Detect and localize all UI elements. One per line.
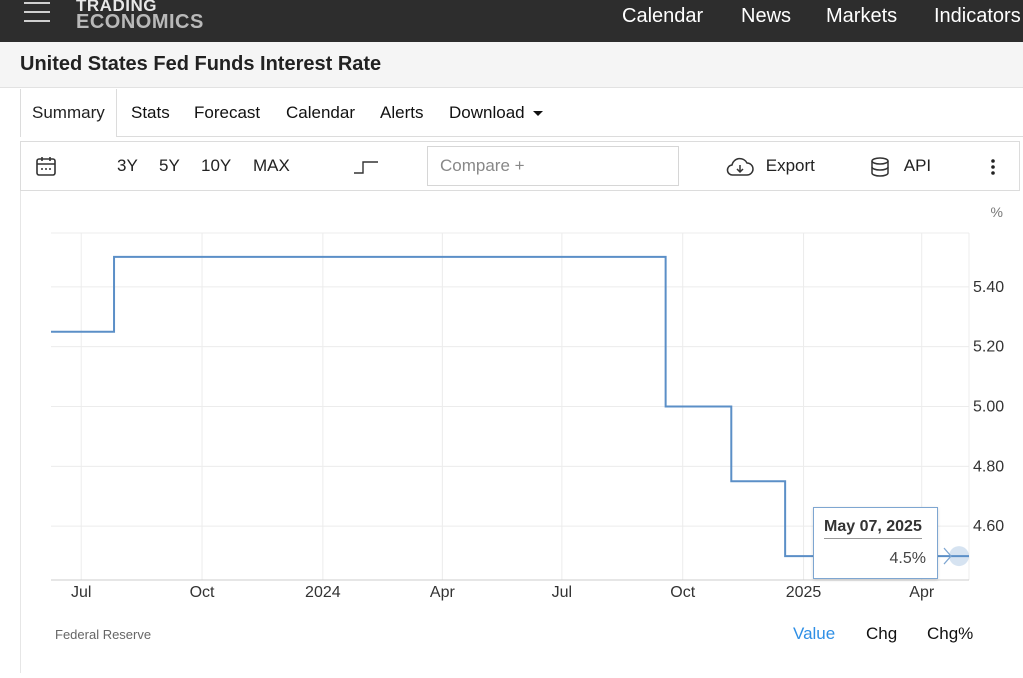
chart-toolbar: 3Y 5Y 10Y MAX Export API — [20, 141, 1020, 191]
y-tick-label: 5.40 — [973, 279, 1004, 296]
x-tick-label: 2025 — [786, 584, 822, 601]
tab-summary[interactable]: Summary — [20, 89, 117, 137]
grid — [51, 232, 970, 580]
tab-calendar[interactable]: Calendar — [286, 103, 355, 122]
nav-indicators[interactable]: Indicators — [934, 5, 1021, 27]
series-line — [51, 255, 969, 558]
calendar-icon[interactable] — [35, 155, 57, 177]
y-tick-label: 4.80 — [973, 458, 1004, 475]
y-tick-label: 4.60 — [973, 518, 1004, 535]
series — [51, 255, 969, 567]
cloud-download-icon — [726, 157, 754, 176]
mode-chg-pct[interactable]: Chg% — [927, 624, 974, 643]
more-vertical-icon[interactable] — [989, 156, 997, 178]
step-line-icon[interactable] — [353, 156, 379, 176]
x-tick-label: Apr — [909, 584, 935, 601]
line-chart[interactable]: % 4.60 4.80 5.00 5.20 5.40 Jul Oct 2024 Apr Jul O… — [21, 191, 1023, 673]
logo-line-1: TRADING — [76, 0, 157, 15]
export-label: Export — [765, 156, 815, 175]
x-tick-label: Oct — [190, 584, 215, 601]
tab-alerts[interactable]: Alerts — [380, 103, 424, 122]
logo-line-2: ECONOMICS — [76, 11, 204, 33]
logo[interactable]: TRADING ECONOMICS — [76, 0, 204, 33]
database-icon — [871, 156, 889, 177]
menu-icon[interactable] — [24, 2, 50, 26]
x-tick-label: Jul — [71, 584, 91, 601]
export-button[interactable]: Export — [725, 142, 815, 190]
y-axis: 4.60 4.80 5.00 5.20 5.40 — [973, 279, 1004, 535]
mode-chg[interactable]: Chg — [866, 624, 898, 643]
tooltip-pointer — [943, 547, 952, 565]
range-3y[interactable]: 3Y — [117, 156, 138, 175]
top-nav: TRADING ECONOMICS Calendar News Markets … — [0, 0, 1023, 42]
caret-down-icon — [532, 111, 543, 117]
chart-tooltip: May 07, 2025 4.5% — [813, 507, 938, 579]
tab-download-label: Download — [449, 103, 525, 122]
tooltip-date: May 07, 2025 — [824, 518, 922, 539]
source-label: Federal Reserve — [55, 627, 152, 642]
compare-input[interactable] — [427, 146, 679, 186]
tooltip-value: 4.5% — [889, 550, 926, 567]
x-tick-label: Oct — [670, 584, 695, 601]
tab-forecast[interactable]: Forecast — [194, 103, 261, 122]
x-tick-label: Jul — [552, 584, 572, 601]
x-axis: Jul Oct 2024 Apr Jul Oct 2025 Apr — [51, 579, 969, 601]
x-tick-label: Apr — [430, 584, 456, 601]
range-max[interactable]: MAX — [253, 156, 290, 175]
api-button[interactable]: API — [869, 142, 931, 190]
api-label: API — [903, 156, 932, 175]
tab-stats[interactable]: Stats — [131, 103, 170, 122]
nav-markets[interactable]: Markets — [826, 5, 898, 27]
y-tick-label: 5.00 — [973, 399, 1004, 416]
title-band: United States Fed Funds Interest Rate — [0, 42, 1023, 88]
page-title: United States Fed Funds Interest Rate — [20, 53, 382, 75]
nav-calendar[interactable]: Calendar — [622, 5, 704, 27]
hover-marker — [949, 546, 969, 567]
chart-area: % 4.60 4.80 5.00 5.20 5.40 Jul Oct 2024 Apr Jul O… — [20, 191, 1023, 673]
y-axis-unit: % — [991, 204, 1003, 220]
range-5y[interactable]: 5Y — [159, 156, 180, 175]
x-tick-label: 2024 — [305, 584, 341, 601]
y-tick-label: 5.20 — [973, 339, 1004, 356]
tab-download[interactable]: Download — [449, 89, 543, 137]
mode-value[interactable]: Value — [793, 624, 836, 643]
nav-news[interactable]: News — [741, 5, 792, 27]
tab-bar: Summary Stats Forecast Calendar Alerts D… — [20, 89, 1023, 137]
range-10y[interactable]: 10Y — [201, 156, 232, 175]
